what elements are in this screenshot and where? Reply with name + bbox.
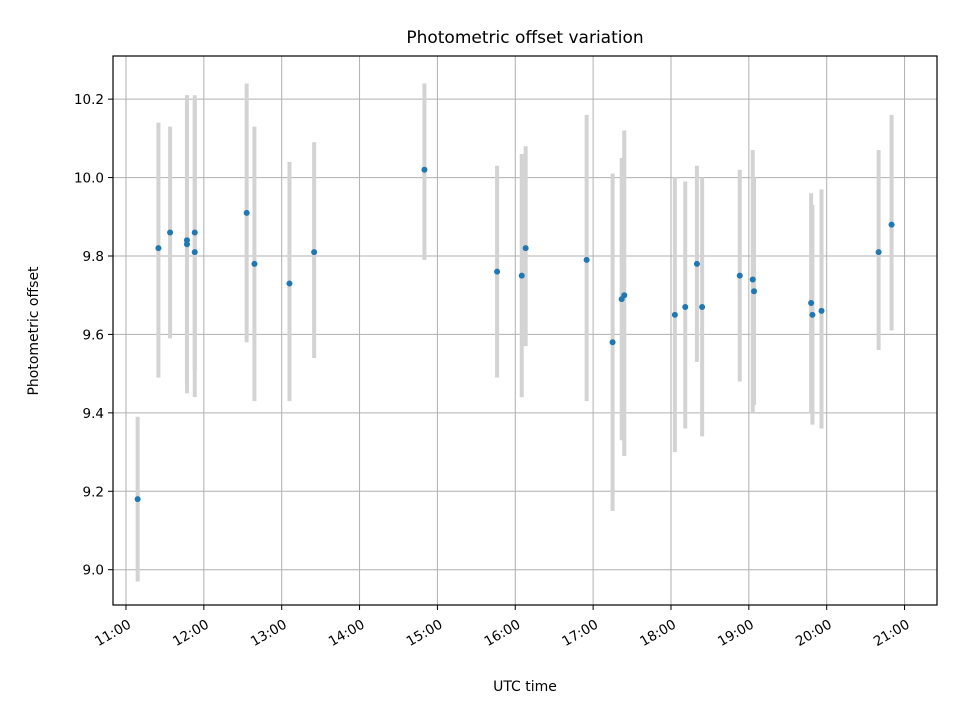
data-point	[749, 276, 756, 283]
data-point	[191, 249, 198, 256]
data-point	[167, 229, 174, 236]
data-point	[809, 311, 816, 318]
x-axis-label: UTC time	[493, 679, 557, 695]
data-point	[699, 303, 706, 310]
data-points	[134, 166, 895, 503]
data-point	[808, 300, 815, 307]
data-point	[518, 272, 525, 279]
data-point	[736, 272, 743, 279]
data-point	[682, 303, 689, 310]
data-point	[522, 245, 529, 252]
data-point	[494, 268, 501, 275]
data-point	[888, 221, 895, 228]
data-point	[155, 245, 162, 252]
data-point	[286, 280, 293, 287]
y-tick-label: 9.4	[83, 406, 104, 422]
data-point	[875, 249, 882, 256]
data-point	[583, 256, 590, 263]
y-tick-label: 9.0	[83, 563, 104, 579]
y-tick-label: 9.2	[83, 484, 104, 500]
y-tick-label: 10.0	[74, 171, 104, 187]
data-point	[609, 339, 616, 346]
data-point	[621, 292, 628, 299]
y-axis-label: Photometric offset	[26, 266, 42, 396]
data-point	[311, 249, 318, 256]
chart-title: Photometric offset variation	[406, 28, 643, 48]
data-point	[671, 311, 678, 318]
y-axis: 9.0 9.2 9.4 9.6 9.8 10.0 10.2	[74, 92, 113, 579]
data-point	[191, 229, 198, 236]
y-tick-label: 9.8	[83, 249, 104, 265]
y-tick-label: 10.2	[74, 92, 104, 108]
data-point	[693, 260, 700, 267]
data-point	[751, 288, 758, 295]
data-point	[183, 241, 190, 248]
data-point	[134, 496, 141, 503]
plot-frame	[112, 55, 938, 606]
y-tick-label: 9.6	[83, 327, 104, 343]
data-point	[818, 307, 825, 314]
data-point	[251, 260, 258, 267]
data-point	[421, 166, 428, 173]
data-point	[243, 209, 250, 216]
